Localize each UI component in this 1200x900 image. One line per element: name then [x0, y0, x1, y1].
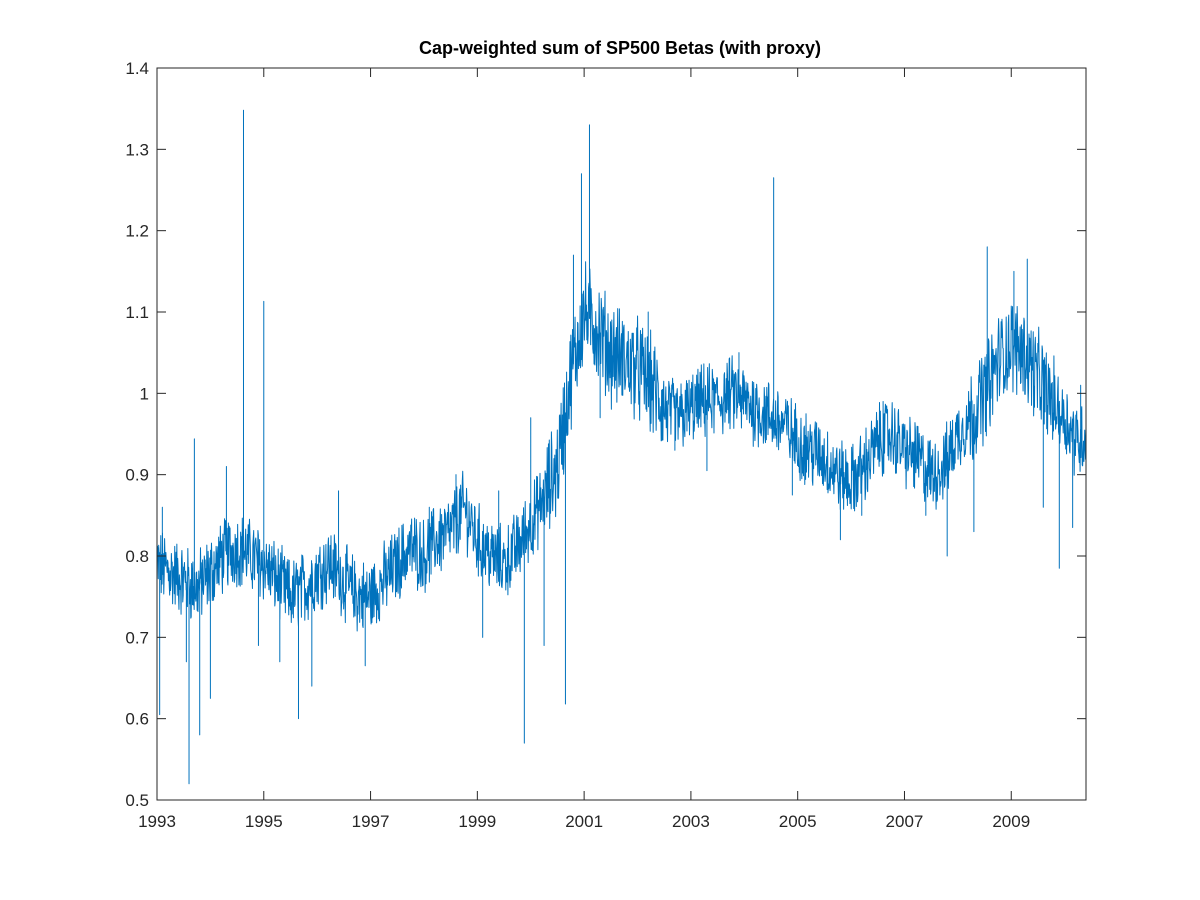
- series-line: [156, 109, 1087, 785]
- y-tick-label: 1.4: [125, 59, 149, 78]
- x-tick-label: 2005: [779, 812, 817, 831]
- plot-frame: [156, 67, 1087, 801]
- y-tick-label: 0.8: [125, 547, 149, 566]
- data-layer: [156, 109, 1087, 785]
- x-tick-label: 1997: [352, 812, 390, 831]
- x-tick-label: 1995: [245, 812, 283, 831]
- x-tick-label: 2001: [565, 812, 603, 831]
- x-tick-label: 1993: [138, 812, 176, 831]
- y-tick-label: 0.5: [125, 791, 149, 810]
- y-tick-label: 1.2: [125, 222, 149, 241]
- x-tick-label: 2003: [672, 812, 710, 831]
- y-tick-label: 1.1: [125, 303, 149, 322]
- y-tick-label: 0.7: [125, 628, 149, 647]
- x-tick-label: 1999: [458, 812, 496, 831]
- chart-title: Cap-weighted sum of SP500 Betas (with pr…: [419, 38, 821, 58]
- y-tick-label: 0.9: [125, 466, 149, 485]
- axes: 0.5 0.6 0.7 0.8 0.9 1 1.1 1.2 1.3 1.4 1993 1995 1997…: [125, 59, 1086, 831]
- y-tick-label: 1: [140, 384, 149, 403]
- x-tick-label: 2009: [992, 812, 1030, 831]
- y-tick-label: 0.6: [125, 710, 149, 729]
- x-tick-label: 2007: [886, 812, 924, 831]
- y-tick-label: 1.3: [125, 140, 149, 159]
